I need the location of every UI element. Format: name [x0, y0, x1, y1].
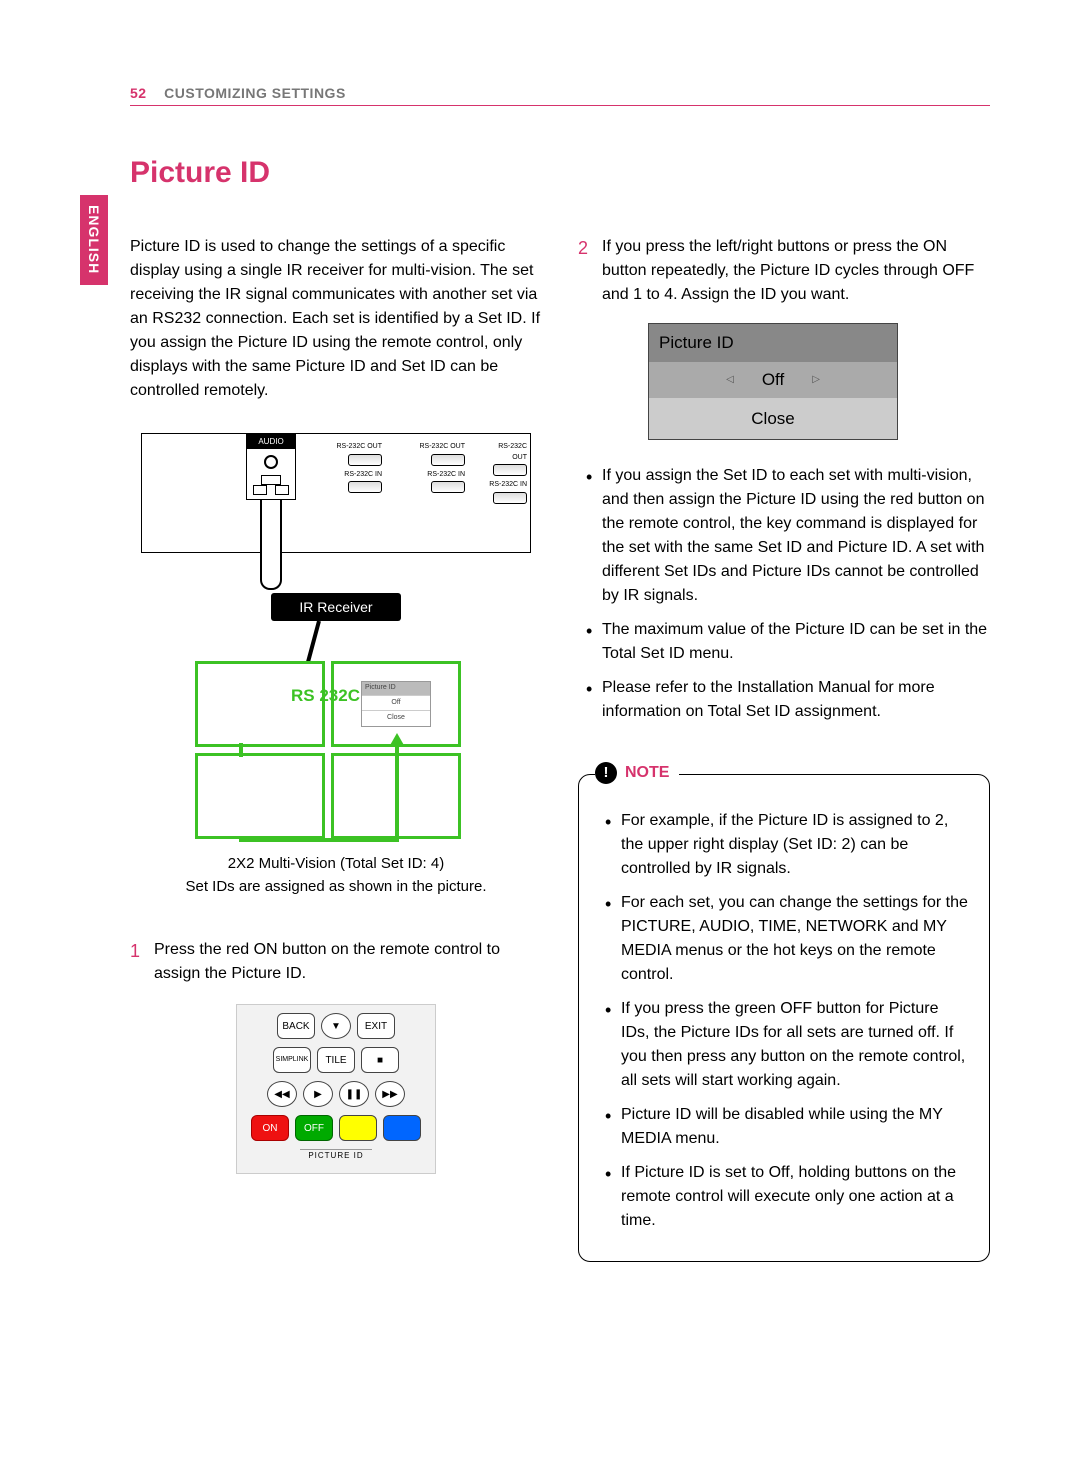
note-box: ! NOTE For example, if the Picture ID is… — [578, 774, 990, 1262]
pause-button-icon: ❚❚ — [339, 1081, 369, 1107]
osd-right-arrow-icon: ▷ — [812, 372, 820, 387]
port-out-label: RS-232C OUT — [322, 442, 382, 453]
rs232-port-icon — [493, 492, 527, 504]
remote-diagram: BACK EXIT SIMPLINK TILE ■ ◀◀ ▶ ❚❚ ▶▶ ON … — [236, 1004, 436, 1174]
port-out-label: RS-232C OUT — [405, 442, 465, 453]
language-tab: ENGLISH — [80, 195, 108, 285]
step-number: 2 — [578, 235, 592, 307]
osd-left-arrow-icon: ◁ — [726, 372, 734, 387]
step-number: 1 — [130, 938, 144, 986]
rs232-link-icon — [395, 743, 399, 842]
intro-paragraph: Picture ID is used to change the setting… — [130, 235, 542, 403]
note-bullets: For example, if the Picture ID is assign… — [603, 809, 971, 1233]
mini-osd: Picture ID Off Close — [361, 681, 431, 727]
ir-receiver-label: IR Receiver — [271, 593, 401, 621]
mini-osd-close: Close — [362, 710, 430, 726]
picture-id-osd: Picture ID ◁ Off ▷ Close — [648, 323, 898, 440]
rs232-port-icon — [348, 454, 382, 466]
rs232-port-icon — [431, 454, 465, 466]
port-group-1: RS-232C OUT RS-232C IN — [322, 442, 382, 497]
osd-value-row: ◁ Off ▷ — [649, 362, 897, 398]
audio-label: AUDIO — [247, 435, 295, 449]
page-title: Picture ID — [130, 156, 990, 190]
back-button: BACK — [277, 1013, 315, 1039]
info-bullet: If you assign the Set ID to each set wit… — [584, 464, 990, 608]
exit-button: EXIT — [357, 1013, 395, 1039]
rs232-port-icon — [348, 481, 382, 493]
connector-diagram: AUDIO RS-232C OUT RS-232C IN RS-232C OUT… — [141, 433, 531, 553]
note-label: ! NOTE — [595, 761, 679, 785]
note-label-text: NOTE — [625, 761, 669, 785]
play-button-icon: ▶ — [303, 1081, 333, 1107]
rs232-port-icon — [493, 464, 527, 476]
display-3 — [195, 753, 325, 839]
note-bullet: If Picture ID is set to Off, holding but… — [603, 1161, 971, 1233]
blue-button-icon — [383, 1115, 421, 1141]
diagram-caption: 2X2 Multi-Vision (Total Set ID: 4) Set I… — [130, 853, 542, 898]
rewind-button-icon: ◀◀ — [267, 1081, 297, 1107]
osd-title: Picture ID — [649, 324, 897, 362]
stop-button-icon: ■ — [361, 1047, 399, 1073]
audio-block: AUDIO — [246, 434, 296, 500]
forward-button-icon: ▶▶ — [375, 1081, 405, 1107]
caption-line-2: Set IDs are assigned as shown in the pic… — [130, 876, 542, 899]
page-number: 52 — [130, 85, 147, 101]
multivision-diagram: IR Receiver RS 232C Picture ID Off Close — [161, 593, 511, 833]
note-icon: ! — [595, 762, 617, 784]
osd-value: Off — [762, 367, 784, 393]
note-bullet: For example, if the Picture ID is assign… — [603, 809, 971, 881]
ir-connector-icon — [306, 620, 321, 662]
port-out-label: RS-232C OUT — [487, 442, 527, 463]
port-group-3: RS-232C OUT RS-232C IN — [487, 442, 527, 508]
picture-id-bracket-label: PICTURE ID — [300, 1149, 372, 1162]
step-text: If you press the left/right buttons or p… — [602, 235, 990, 307]
note-bullet: For each set, you can change the setting… — [603, 891, 971, 987]
mini-osd-value: Off — [362, 695, 430, 711]
right-column: 2 If you press the left/right buttons or… — [578, 235, 990, 1262]
port-in-label: RS-232C IN — [405, 470, 465, 481]
step-2: 2 If you press the left/right buttons or… — [578, 235, 990, 307]
cable-icon — [260, 500, 282, 590]
port-group-2: RS-232C OUT RS-232C IN — [405, 442, 465, 497]
simplink-button: SIMPLINK — [273, 1047, 311, 1073]
rs232-link-icon — [239, 743, 243, 757]
page-header: 52 CUSTOMIZING SETTINGS — [130, 85, 990, 106]
info-bullet: Please refer to the Installation Manual … — [584, 676, 990, 724]
osd-close: Close — [649, 398, 897, 440]
audio-port-icon — [261, 475, 281, 485]
step-text: Press the red ON button on the remote co… — [154, 938, 542, 986]
on-button: ON — [251, 1115, 289, 1141]
note-bullet: If you press the green OFF button for Pi… — [603, 997, 971, 1093]
display-1 — [195, 661, 325, 747]
arrow-up-icon — [389, 733, 405, 747]
yellow-button-icon — [339, 1115, 377, 1141]
tile-button: TILE — [317, 1047, 355, 1073]
rs232-port-icon — [431, 481, 465, 493]
audio-jack-icon — [264, 455, 278, 469]
mini-osd-title: Picture ID — [362, 682, 430, 695]
info-bullets: If you assign the Set ID to each set wit… — [584, 464, 990, 724]
port-in-label: RS-232C IN — [322, 470, 382, 481]
rs232-link-icon — [239, 838, 399, 842]
port-in-label: RS-232C IN — [487, 480, 527, 491]
note-bullet: Picture ID will be disabled while using … — [603, 1103, 971, 1151]
info-bullet: The maximum value of the Picture ID can … — [584, 618, 990, 666]
down-button-icon — [321, 1013, 351, 1039]
step-1: 1 Press the red ON button on the remote … — [130, 938, 542, 986]
caption-line-1: 2X2 Multi-Vision (Total Set ID: 4) — [130, 853, 542, 876]
left-column: Picture ID is used to change the setting… — [130, 235, 542, 1262]
off-button: OFF — [295, 1115, 333, 1141]
page-section: CUSTOMIZING SETTINGS — [164, 85, 346, 101]
